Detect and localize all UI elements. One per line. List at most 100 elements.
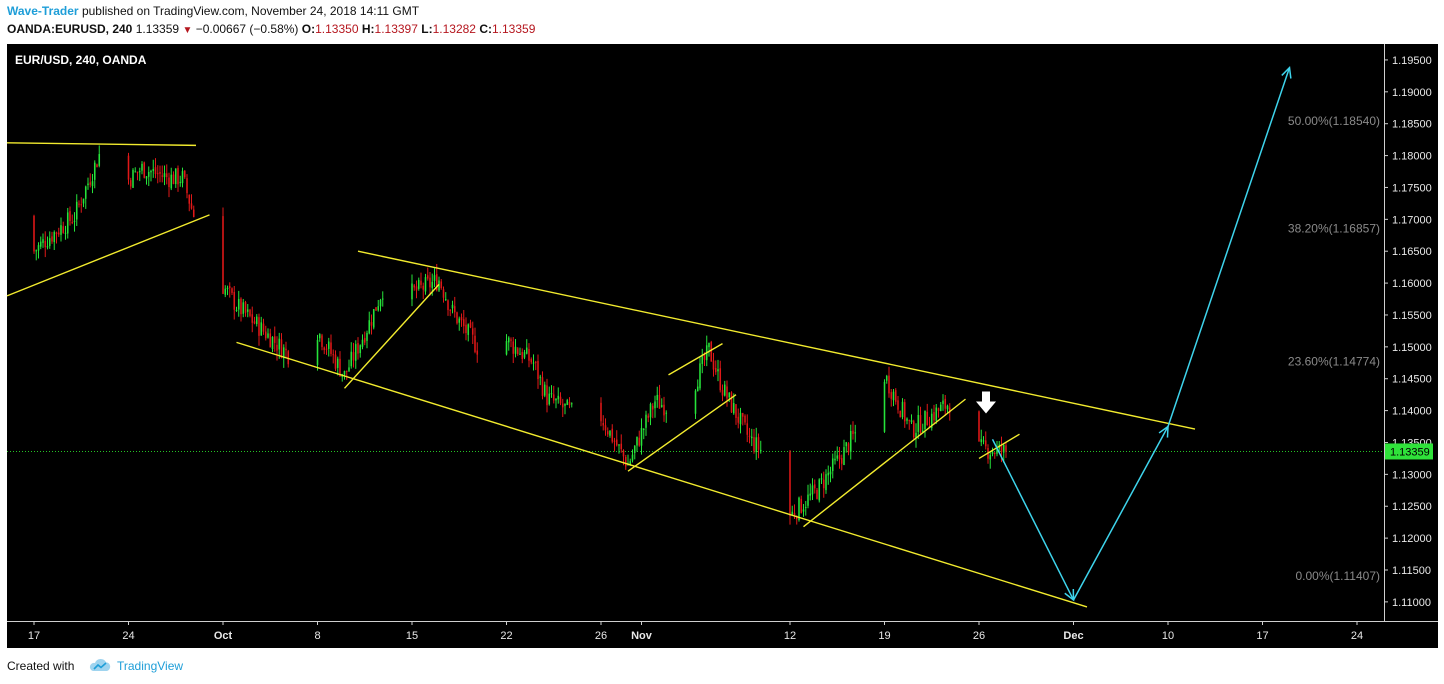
- y-tick-label: 1.11000: [1392, 597, 1431, 609]
- candle-up: [924, 410, 926, 430]
- candle-up: [818, 479, 821, 501]
- chart-area[interactable]: 1.19500 1.19000 1.18500 1.18000 1.17500 1.170…: [0, 44, 1444, 648]
- candle-down: [177, 167, 179, 185]
- candle-up: [424, 277, 427, 292]
- candle-down: [345, 370, 348, 372]
- candle-up: [361, 339, 364, 347]
- candle-up: [629, 461, 632, 465]
- candle-up: [431, 281, 434, 289]
- y-tick-label: 1.15000: [1392, 342, 1432, 354]
- candle-down: [231, 288, 233, 293]
- candle-down: [638, 437, 641, 446]
- trendline-rally-1: [343, 283, 440, 389]
- candle-down: [375, 307, 377, 311]
- candle-down: [537, 360, 539, 380]
- candle-down: [611, 428, 614, 442]
- candle-down: [510, 339, 512, 341]
- candle-up: [921, 430, 924, 432]
- x-tick-label: 26: [973, 630, 985, 642]
- trendline-rally-3-upper: [668, 343, 723, 376]
- trendline-small-channel: [978, 433, 1020, 460]
- candle-up: [935, 407, 938, 421]
- candle-down: [534, 361, 537, 363]
- candle-down: [847, 443, 850, 453]
- candle-down: [726, 386, 728, 399]
- candle-down: [156, 173, 159, 175]
- candle-down: [852, 430, 854, 435]
- candle-down: [449, 309, 452, 311]
- candle-down: [172, 174, 175, 185]
- candle-up: [854, 432, 857, 434]
- candle-up: [750, 436, 753, 439]
- candle-down: [474, 335, 476, 352]
- tradingview-brand-link[interactable]: TradingView: [117, 659, 184, 673]
- x-tick-label: 10: [1162, 630, 1174, 642]
- candle-down: [321, 335, 323, 347]
- price-chart[interactable]: 1.19500 1.19000 1.18500 1.18000 1.17500 1.170…: [0, 44, 1444, 648]
- x-tick-label: Nov: [631, 630, 653, 642]
- candle-up: [550, 393, 553, 395]
- candle-down: [330, 342, 332, 354]
- candle-up: [656, 394, 659, 401]
- candle-down: [57, 232, 60, 235]
- chart-header: Wave-Trader published on TradingView.com…: [0, 0, 1444, 44]
- plot-background: [7, 44, 1384, 621]
- candle-down: [159, 172, 161, 174]
- candle-up: [982, 440, 985, 442]
- candle-up: [791, 511, 794, 516]
- candle-down: [663, 404, 665, 416]
- close-value: 1.13359: [492, 22, 536, 36]
- high-value: 1.13397: [374, 22, 418, 36]
- time-axis-background: [7, 621, 1438, 648]
- candle-up: [444, 299, 447, 301]
- candle-down: [228, 286, 231, 288]
- candle-up: [37, 245, 40, 251]
- y-tick-label: 1.18000: [1392, 151, 1432, 163]
- candle-up: [708, 342, 710, 348]
- candle-down: [615, 439, 618, 446]
- tradingview-cloud-icon[interactable]: [88, 658, 112, 672]
- candle-down: [71, 222, 74, 224]
- candle-up: [343, 370, 346, 375]
- candle-down: [795, 516, 798, 520]
- candle-up: [64, 232, 67, 234]
- candle-down: [741, 413, 744, 417]
- candle-up: [996, 447, 998, 454]
- candle-down: [96, 164, 98, 168]
- candle-up: [849, 430, 852, 452]
- candle-down: [244, 302, 247, 313]
- y-tick-label: 1.16500: [1392, 246, 1432, 258]
- candle-down: [334, 354, 337, 369]
- down-arrow-icon: ▼: [182, 25, 193, 36]
- candle-down: [44, 240, 47, 248]
- candle-down: [703, 354, 706, 360]
- current-price-badge: [1385, 443, 1433, 460]
- candle-down: [183, 170, 186, 178]
- candle-up: [645, 414, 647, 428]
- candle-down: [1005, 445, 1007, 452]
- author-link[interactable]: Wave-Trader: [7, 4, 79, 18]
- candle-up: [618, 444, 620, 446]
- candle-up: [809, 493, 812, 496]
- candle-down: [944, 398, 947, 409]
- candle-down: [453, 306, 456, 313]
- candle-down: [613, 440, 616, 442]
- candle-down: [984, 440, 987, 447]
- fib-level-label: 23.60%(1.14774): [1288, 354, 1380, 368]
- candle-down: [528, 349, 530, 361]
- candle-up: [660, 405, 663, 408]
- candle-down: [422, 285, 425, 290]
- candle-down: [620, 443, 623, 450]
- candle-down: [161, 175, 164, 177]
- candle-up: [519, 353, 521, 355]
- candle-down: [552, 394, 555, 401]
- candle-up: [368, 320, 371, 334]
- candle-up: [91, 181, 94, 187]
- candle-up: [237, 298, 240, 310]
- candle-up: [827, 472, 830, 476]
- candle-up: [942, 400, 944, 404]
- candle-up: [152, 169, 155, 171]
- candle-down: [363, 337, 366, 343]
- candle-up: [915, 432, 917, 439]
- candle-up: [226, 287, 229, 289]
